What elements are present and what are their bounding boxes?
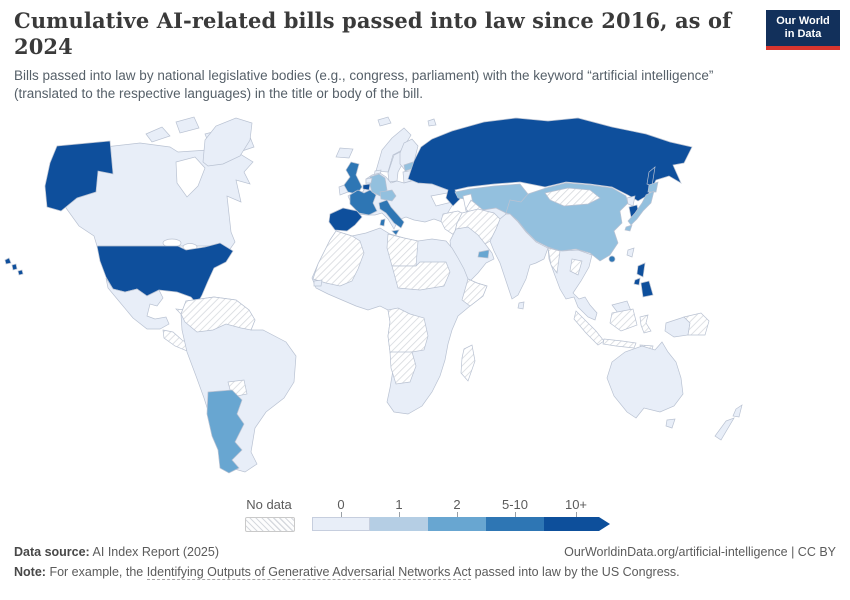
note-text-before: For example, the <box>49 565 147 579</box>
country-myanmar[interactable] <box>547 247 561 274</box>
region-indochina[interactable] <box>547 247 598 321</box>
country-italy[interactable] <box>378 199 405 229</box>
island-sulawesi[interactable] <box>639 314 652 334</box>
country-usa-hawaii[interactable] <box>4 257 12 265</box>
data-source-value[interactable]: AI Index Report (2025) <box>92 545 219 559</box>
country-iceland[interactable] <box>335 147 354 159</box>
legend-no-data-swatch[interactable] <box>245 517 295 532</box>
island-sumatra[interactable] <box>573 310 605 346</box>
legend-tick <box>341 512 342 518</box>
country-argentina[interactable] <box>206 389 245 474</box>
legend-bin-swatch-3[interactable] <box>486 517 544 531</box>
country-senegal[interactable] <box>313 279 323 287</box>
legend-no-data-label: No data <box>246 497 292 512</box>
country-australia[interactable] <box>606 341 684 419</box>
country-canada-arctic[interactable] <box>175 116 200 134</box>
island-tasmania[interactable] <box>665 418 676 429</box>
chart-subtitle: Bills passed into law by national legisl… <box>14 67 714 102</box>
region-iraq-syria[interactable] <box>440 210 463 236</box>
note-line: Note: For example, the Identifying Outpu… <box>14 565 836 580</box>
note-link[interactable]: Identifying Outputs of Generative Advers… <box>146 565 472 580</box>
region-spain-portugal[interactable] <box>328 207 363 232</box>
country-france[interactable] <box>349 189 378 216</box>
owid-logo-line2: in Data <box>784 28 822 40</box>
legend-bin-label: 1 <box>395 497 403 512</box>
country-uk[interactable] <box>343 161 363 195</box>
country-japan-honshu[interactable] <box>627 190 655 226</box>
country-mongolia[interactable] <box>544 187 601 207</box>
map-legend: No data 0 1 2 5-10 10+ <box>0 497 850 533</box>
region-congo-basin[interactable] <box>387 307 429 355</box>
legend-tick <box>457 512 458 518</box>
note-text-after: passed into law by the US Congress. <box>471 565 680 579</box>
island-taiwan[interactable] <box>626 247 635 258</box>
legend-bin-swatch-2[interactable] <box>428 517 486 531</box>
region-chad-sudan[interactable] <box>391 261 451 291</box>
legend-bin-swatch-1[interactable] <box>370 517 428 531</box>
chart-footer: Data source: AI Index Report (2025) OurW… <box>14 545 836 580</box>
country-papua-new-guinea[interactable] <box>683 312 710 336</box>
region-austria-czechia[interactable] <box>379 189 397 202</box>
owid-logo-line1: Our World <box>776 14 830 27</box>
legend-bin-label: 10+ <box>564 497 588 512</box>
territory-hong-kong[interactable] <box>608 255 616 263</box>
region-angola-namibia[interactable] <box>389 351 417 385</box>
country-new-zealand-south[interactable] <box>714 417 735 441</box>
country-belgium[interactable] <box>362 183 371 191</box>
legend-bin-swatch-0[interactable] <box>312 517 370 531</box>
legend-tick <box>576 512 577 518</box>
country-sri-lanka[interactable] <box>517 301 525 310</box>
country-uae[interactable] <box>477 249 490 259</box>
islands-svalbard[interactable] <box>377 116 392 127</box>
legend-bin-label: 5-10 <box>501 497 529 512</box>
country-canada-arctic[interactable] <box>145 126 171 143</box>
country-somalia[interactable] <box>461 278 488 307</box>
country-north-korea[interactable] <box>626 195 636 207</box>
chart-header: Cumulative AI-related bills passed into … <box>14 8 754 104</box>
island-sicily[interactable] <box>391 229 400 236</box>
country-japan-kyushu[interactable] <box>624 224 633 232</box>
country-laos[interactable] <box>569 258 583 276</box>
country-new-zealand-north[interactable] <box>732 404 743 418</box>
region-morocco-sahara-mali[interactable] <box>312 230 365 287</box>
country-norway[interactable] <box>375 127 412 173</box>
legend-tick <box>515 512 516 518</box>
country-usa-hawaii[interactable] <box>17 269 24 276</box>
owid-logo[interactable]: Our World in Data <box>766 10 840 50</box>
country-greenland[interactable] <box>202 117 253 167</box>
island-sardinia[interactable] <box>379 218 386 227</box>
attribution-link[interactable]: OurWorldinData.org/artificial-intelligen… <box>564 545 836 559</box>
country-libya[interactable] <box>386 233 419 267</box>
country-usa-alaska[interactable] <box>44 140 114 212</box>
data-source-label: Data source: <box>14 545 90 559</box>
island-new-guinea-west[interactable] <box>664 316 691 338</box>
country-usa-hawaii[interactable] <box>11 263 18 271</box>
country-japan-hokkaido[interactable] <box>647 181 659 193</box>
legend-bin-label: 2 <box>453 497 461 512</box>
page-title: Cumulative AI-related bills passed into … <box>14 8 732 60</box>
region-colombia-venezuela[interactable] <box>180 296 256 333</box>
note-label: Note: <box>14 565 46 579</box>
islands-arctic[interactable] <box>427 118 437 127</box>
country-madagascar[interactable] <box>460 344 476 382</box>
legend-tick <box>399 512 400 518</box>
island-java[interactable] <box>602 338 637 349</box>
country-philippines-mindanao[interactable] <box>640 280 654 298</box>
country-philippines[interactable] <box>633 277 641 286</box>
island-borneo[interactable] <box>609 308 638 332</box>
country-philippines-luzon[interactable] <box>636 262 646 278</box>
country-mexico[interactable] <box>105 277 170 330</box>
legend-bin-label: 0 <box>337 497 345 512</box>
legend-bin-swatch-4[interactable] <box>544 517 610 531</box>
country-netherlands[interactable] <box>365 177 373 184</box>
data-source-line: Data source: AI Index Report (2025) <box>14 545 219 559</box>
hudson-bay <box>175 156 206 198</box>
